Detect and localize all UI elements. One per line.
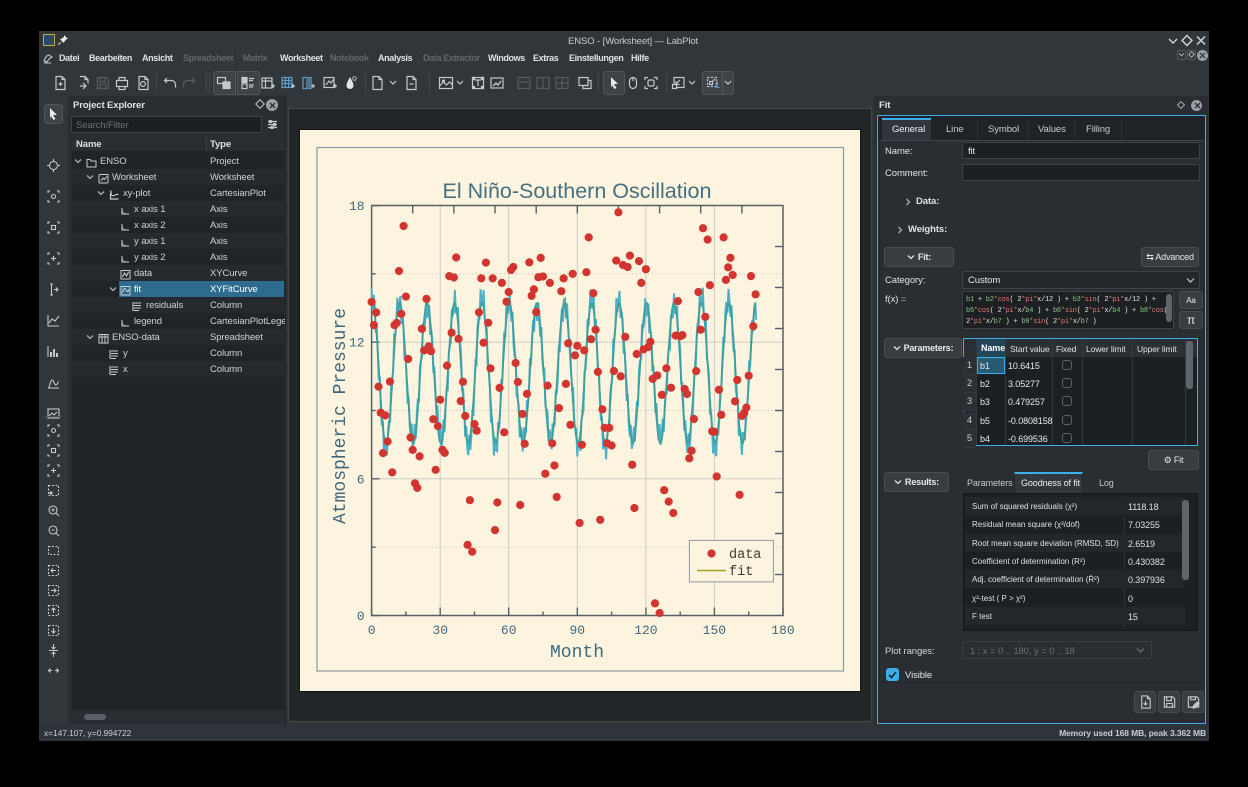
svg-text:fit: fit (729, 565, 753, 580)
svg-text:Month: Month (550, 643, 604, 663)
svg-text:120: 120 (634, 623, 657, 638)
svg-text:0: 0 (357, 609, 365, 624)
svg-text:Atmospheric Pressure: Atmospheric Pressure (331, 308, 351, 524)
svg-text:180: 180 (771, 623, 794, 638)
svg-text:150: 150 (703, 623, 726, 638)
svg-text:90: 90 (569, 623, 585, 638)
svg-text:18: 18 (349, 199, 365, 214)
svg-text:data: data (729, 548, 761, 563)
svg-text:30: 30 (432, 623, 448, 638)
svg-text:El Niño-Southern Oscillation: El Niño-Southern Oscillation (443, 179, 712, 203)
svg-text:12: 12 (349, 336, 365, 351)
svg-text:1: 1 (715, 80, 720, 90)
svg-text:6: 6 (357, 472, 365, 487)
svg-text:0: 0 (368, 623, 376, 638)
svg-text:60: 60 (501, 623, 517, 638)
